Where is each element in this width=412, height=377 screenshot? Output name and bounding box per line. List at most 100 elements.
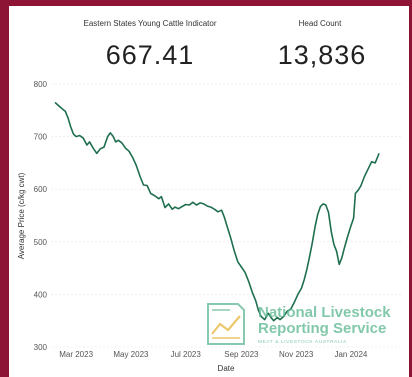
data-point [107,136,108,138]
data-point [260,316,262,317]
data-point [264,319,266,321]
data-point [192,201,194,203]
data-point [89,141,91,143]
data-point [344,246,346,248]
data-point [303,279,305,281]
data-point [336,250,337,252]
data-point [363,176,365,177]
data-point [96,153,98,154]
data-point [112,135,114,137]
panel-border-top [0,0,412,6]
data-point [135,165,137,166]
data-point [117,139,119,141]
data-point [248,280,249,282]
data-point [153,195,155,196]
x-tick-label: Nov 2023 [279,350,314,359]
data-point [210,206,212,208]
data-point [196,204,197,206]
data-point [328,211,329,213]
kpi-indicator-value: 667.41 [105,40,195,70]
series-points [55,102,380,322]
data-point [276,317,278,318]
data-point [309,256,311,257]
y-tick-labels: 300 400 500 600 700 800 [34,80,48,352]
y-tick-label: 500 [34,238,48,247]
x-tick-labels: Mar 2023 May 2023 Jul 2023 Sep 2023 Nov 2023… [59,350,368,359]
data-point [132,157,134,159]
data-point [139,175,141,177]
data-point [293,301,295,303]
series-line-average-price [54,102,380,322]
data-point [174,206,176,208]
data-point [314,226,316,228]
data-point [378,153,380,155]
data-point [255,300,257,302]
data-point [338,264,340,265]
data-point [346,237,348,238]
data-point [311,242,313,244]
x-tick-label: Jul 2023 [171,350,202,359]
data-point [161,196,162,197]
data-point [121,142,123,144]
data-point [171,208,173,210]
data-point [286,310,288,312]
x-tick-label: May 2023 [113,350,149,359]
y-tick-label: 400 [34,290,48,299]
watermark-line-2: Reporting Service [258,320,386,337]
data-point [55,102,56,104]
data-point [360,185,362,187]
nlrs-watermark: National Livestock Reporting Service MEA… [207,303,391,345]
data-point [251,291,253,293]
data-point [99,148,101,150]
data-point [188,204,190,206]
data-point [203,203,205,205]
data-point [75,136,77,138]
y-tick-label: 700 [34,133,48,142]
data-point [283,316,284,317]
data-point [62,108,64,110]
x-axis-title: Date [218,364,235,373]
data-point [109,132,111,134]
data-point [353,217,355,219]
grid-layer [51,83,403,348]
data-point [341,257,343,258]
data-point [168,203,170,205]
data-point [158,198,160,200]
document-chart-logo-icon [207,303,245,345]
data-point [319,206,321,207]
data-point [103,146,105,148]
data-point [150,193,152,194]
data-point [164,207,166,209]
data-point [258,309,259,311]
panel-border-left [0,0,9,377]
data-point [333,244,335,245]
data-point [223,216,225,218]
data-point [92,147,94,149]
data-point [270,317,272,318]
data-point [237,261,239,263]
kpi-indicator-label: Eastern States Young Cattle Indicator [83,19,217,28]
data-point [317,214,319,215]
data-point [350,225,352,227]
data-point [230,237,231,238]
x-tick-label: Mar 2023 [59,350,93,359]
data-point [125,147,126,149]
data-point [240,266,242,268]
data-point [64,110,66,112]
data-point [244,271,246,273]
data-point [185,204,187,205]
data-point [367,168,369,170]
data-point [82,137,84,139]
data-point [199,202,201,204]
data-point [221,209,223,211]
watermark-line-1: National Livestock [258,304,391,321]
data-point [206,205,208,207]
data-point [371,161,372,163]
data-point [181,206,183,207]
data-point [267,312,269,314]
data-point [297,294,299,295]
data-point [67,117,69,119]
y-tick-label: 300 [34,343,48,352]
